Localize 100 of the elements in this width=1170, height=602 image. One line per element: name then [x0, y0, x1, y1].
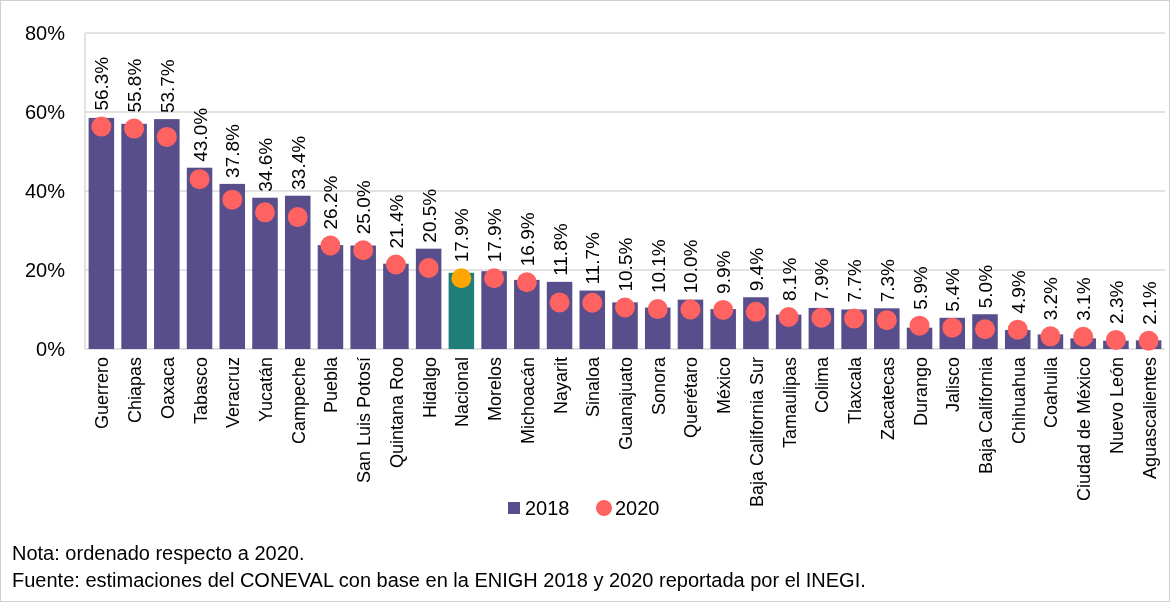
- point: [909, 315, 930, 336]
- bar: [350, 245, 376, 349]
- x-tick-label: Campeche: [288, 357, 309, 445]
- point: [713, 299, 734, 320]
- y-tick-label: 60%: [24, 101, 66, 123]
- data-label: 53.7%: [156, 59, 178, 114]
- data-label: 7.3%: [876, 258, 898, 303]
- data-label: 10.0%: [680, 239, 702, 294]
- point: [451, 268, 472, 289]
- point: [91, 116, 112, 137]
- x-tick-label: Sonora: [648, 356, 669, 416]
- bar: [252, 197, 278, 349]
- data-label: 2.3%: [1105, 280, 1127, 324]
- y-tick-label: 80%: [24, 22, 66, 44]
- data-label: 5.9%: [909, 266, 931, 310]
- x-tick-label: Yucatán: [256, 357, 276, 423]
- x-tick-label: Sinaloa: [583, 356, 604, 418]
- point: [255, 202, 275, 223]
- source-note: Fuente: estimaciones del CONEVAL con base en la ENIGH 2018 y 2020 reportada por el INEGI.: [12, 569, 866, 591]
- data-label: 3.1%: [1073, 277, 1095, 321]
- data-label: 17.9%: [484, 208, 506, 263]
- x-tick-label: San Luis Potosí: [354, 357, 375, 484]
- data-label: 25.0%: [353, 180, 375, 235]
- point: [549, 292, 570, 313]
- x-tick-label: Coahuila: [1041, 356, 1062, 429]
- x-tick-label: Michoacán: [517, 357, 538, 445]
- x-tick-label: Jalisco: [943, 357, 964, 413]
- point: [320, 235, 341, 256]
- x-tick-label: Puebla: [321, 356, 342, 414]
- data-label: 37.8%: [222, 123, 244, 178]
- data-label: 5.0%: [975, 264, 996, 309]
- x-tick-label: Chiapas: [125, 357, 146, 424]
- point: [484, 268, 505, 289]
- data-label: 21.4%: [385, 194, 407, 249]
- point: [353, 240, 374, 261]
- point: [1040, 326, 1061, 347]
- bar: [88, 117, 115, 349]
- y-tick-label: 0%: [36, 338, 66, 360]
- data-label: 17.9%: [451, 208, 473, 263]
- data-label: 7.7%: [844, 259, 866, 303]
- x-tick-label: Nuevo León: [1106, 357, 1127, 455]
- point: [680, 299, 701, 320]
- data-label: 26.2%: [320, 175, 342, 230]
- x-tick-label: Quintana Roo: [386, 357, 407, 469]
- bar: [317, 245, 344, 349]
- y-tick-label: 20%: [24, 259, 66, 281]
- data-label: 7.9%: [811, 258, 833, 302]
- data-label: 56.3%: [91, 56, 113, 111]
- legend-label: 2018: [525, 497, 570, 519]
- x-tick-label: Tamaulipas: [779, 357, 800, 449]
- x-tick-label: Querétaro: [681, 357, 702, 439]
- x-tick-label: Tabasco: [190, 357, 211, 425]
- y-tick-label: 40%: [24, 180, 66, 202]
- data-label: 20.5%: [418, 188, 440, 243]
- point: [582, 292, 603, 313]
- point: [385, 254, 406, 275]
- x-tick-label: Oaxaca: [157, 356, 178, 420]
- data-label: 9.9%: [713, 250, 735, 294]
- x-tick-label: Baja California: [976, 356, 996, 475]
- point: [1073, 326, 1094, 347]
- x-tick-label: Baja California Sur: [746, 357, 767, 508]
- data-label: 55.8%: [124, 58, 146, 113]
- bar: [219, 183, 246, 349]
- data-label: 2.1%: [1138, 281, 1160, 325]
- point: [516, 272, 537, 293]
- text: Nota: ordenado respecto a 2020.: [12, 542, 305, 564]
- point: [287, 207, 308, 228]
- x-tick-label: Tlaxcala: [845, 356, 866, 425]
- x-tick-label: Guanajuato: [616, 357, 636, 451]
- point: [1138, 330, 1159, 351]
- x-tick-label: Morelos: [485, 357, 506, 422]
- x-tick-label: Nacional: [452, 357, 473, 428]
- data-label: 10.5%: [615, 237, 636, 292]
- data-label: 11.7%: [582, 231, 604, 285]
- bar: [284, 195, 311, 349]
- point: [745, 301, 766, 322]
- point: [124, 118, 145, 139]
- bar: [154, 119, 180, 349]
- x-tick-label: Chihuahua: [1008, 356, 1029, 445]
- data-label: 16.9%: [516, 212, 538, 267]
- x-tick-label: México: [714, 357, 735, 415]
- x-tick-label: Hidalgo: [419, 357, 440, 419]
- x-tick-label: Ciudad de México: [1074, 357, 1095, 502]
- data-label: 34.6%: [255, 137, 276, 192]
- data-label: 43.0%: [189, 107, 211, 162]
- point: [156, 126, 177, 147]
- bar: [383, 263, 409, 349]
- data-label: 11.8%: [549, 223, 571, 276]
- point: [647, 299, 668, 320]
- x-tick-label: Veracruz: [223, 357, 244, 429]
- x-tick-label: Guerrero: [92, 357, 113, 430]
- data-label: 4.9%: [1007, 270, 1029, 314]
- data-label: 5.4%: [942, 268, 964, 312]
- x-tick-label: Nayarit: [550, 357, 571, 415]
- data-label: 33.4%: [287, 135, 309, 190]
- point: [615, 297, 635, 318]
- point: [418, 258, 439, 279]
- bar: [186, 167, 213, 349]
- x-tick-label: Zacatecas: [877, 357, 898, 441]
- bar: [121, 123, 147, 349]
